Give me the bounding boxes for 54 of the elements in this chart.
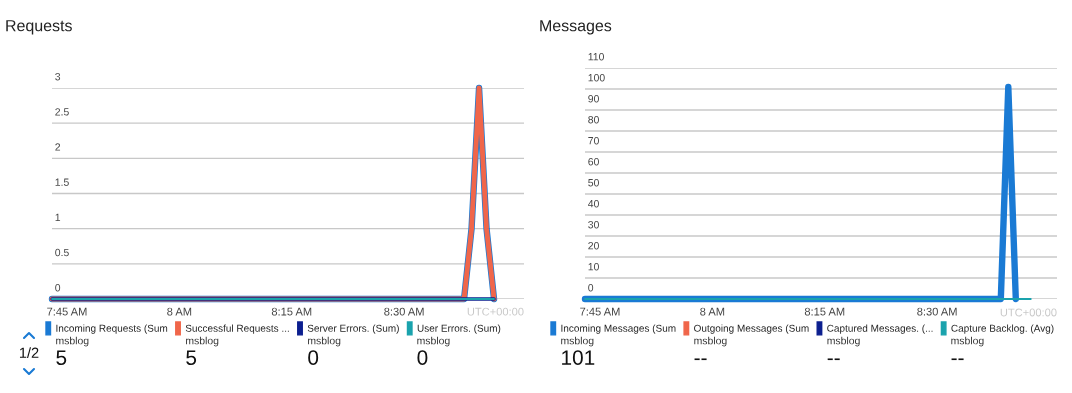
y-tick-label: 2.5 bbox=[55, 108, 69, 116]
y-tick-label: 70 bbox=[588, 137, 599, 145]
text: msblog bbox=[56, 336, 89, 347]
text: Incoming Messages (Sum bbox=[561, 324, 676, 334]
x-tick-label: 8:30 AM bbox=[384, 307, 424, 316]
y-tick-label: 0 bbox=[588, 284, 594, 292]
legend-label: User Errors. (Sum) bbox=[417, 324, 501, 334]
y-tick-label: 1.5 bbox=[55, 178, 69, 186]
x-tick-label: 8 AM bbox=[167, 307, 192, 316]
legend-label: Outgoing Messages (Sum bbox=[694, 324, 809, 334]
text: -- bbox=[827, 358, 840, 361]
y-tick-label: 100 bbox=[588, 74, 605, 82]
x-tick-label: 8:15 AM bbox=[804, 307, 845, 316]
text: 5 bbox=[186, 350, 197, 365]
text: msblog bbox=[951, 336, 984, 347]
text: 5 bbox=[56, 350, 67, 365]
text: msblog bbox=[561, 336, 594, 347]
text: 0 bbox=[417, 350, 428, 365]
y-tick-label: 2 bbox=[55, 143, 61, 151]
text: msblog bbox=[186, 336, 219, 347]
text: 101 bbox=[562, 350, 595, 365]
text: 1/2 bbox=[19, 347, 39, 358]
y-tick-label: 10 bbox=[588, 263, 599, 271]
x-tick-label: 8 AM bbox=[700, 307, 725, 316]
text: msblog bbox=[694, 336, 727, 347]
y-tick-label: 20 bbox=[588, 242, 599, 250]
y-tick-label: 0.5 bbox=[55, 248, 69, 257]
y-tick-label: 50 bbox=[588, 179, 599, 187]
text: msblog bbox=[308, 336, 341, 347]
y-tick-label: 0 bbox=[55, 284, 61, 292]
x-tick-label: 7:45 AM bbox=[580, 307, 620, 316]
chart-title: Messages bbox=[540, 20, 612, 35]
text: msblog bbox=[417, 336, 450, 347]
y-tick-label: 60 bbox=[588, 158, 599, 166]
legend-label: Server Errors. (Sum) bbox=[307, 324, 399, 334]
y-tick-label: 110 bbox=[588, 53, 604, 61]
y-tick-label: 80 bbox=[588, 116, 599, 124]
y-tick-label: 30 bbox=[588, 221, 599, 229]
y-tick-label: 3 bbox=[55, 73, 61, 81]
legend-label: Successful Requests ... bbox=[185, 324, 289, 334]
y-tick-label: 1 bbox=[55, 213, 61, 221]
legend-label: Captured Messages. (... bbox=[827, 324, 933, 334]
y-tick-label: 40 bbox=[588, 200, 599, 208]
chart-title: Requests bbox=[6, 20, 72, 35]
text: -- bbox=[951, 358, 964, 361]
legend-label: Incoming Requests (Sum bbox=[56, 324, 168, 334]
x-tick-label: 8:30 AM bbox=[917, 307, 957, 316]
x-tick-label: 7:45 AM bbox=[47, 307, 87, 316]
legend-label: Capture Backlog. (Avg) bbox=[951, 324, 1054, 334]
y-tick-label: 90 bbox=[588, 95, 599, 103]
text: msblog bbox=[827, 336, 860, 347]
text: -- bbox=[694, 358, 707, 361]
x-tick-label: 8:15 AM bbox=[271, 307, 312, 316]
text: 0 bbox=[308, 350, 319, 365]
